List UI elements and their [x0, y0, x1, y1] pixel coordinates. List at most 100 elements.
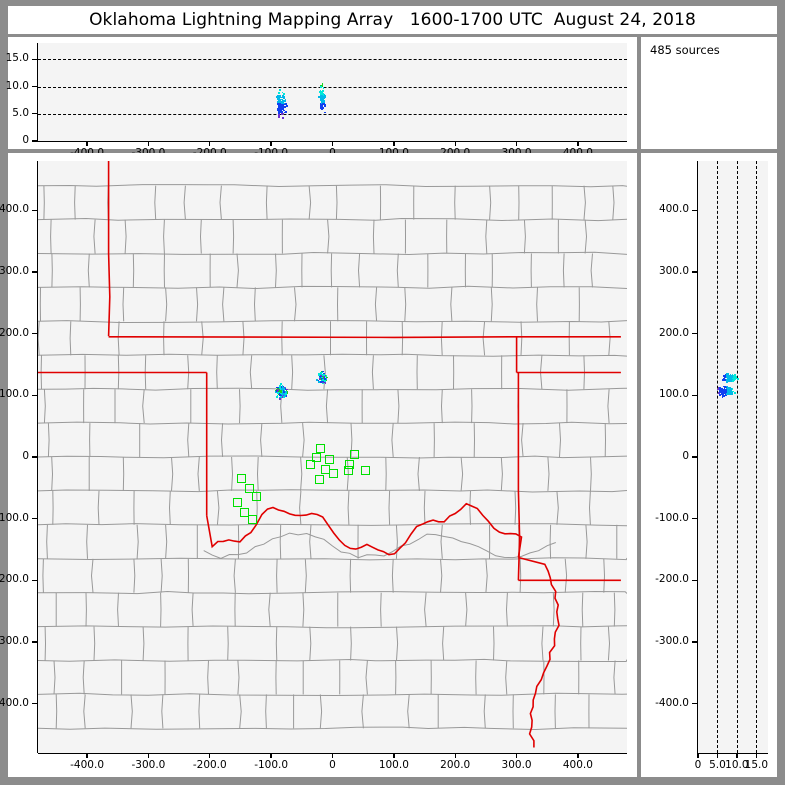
county-boundary [46, 524, 48, 559]
county-boundary [505, 660, 508, 695]
lightning-source-point [278, 92, 280, 95]
lightning-source-point [282, 393, 285, 395]
lightning-source-point [319, 97, 322, 100]
lightning-source-point [321, 99, 324, 101]
county-boundary [191, 592, 194, 627]
y-axis-tick-label: -200.0 [0, 573, 29, 586]
county-boundary [130, 694, 133, 729]
county-boundary [442, 626, 445, 661]
county-boundary [388, 490, 391, 525]
lightning-source-point [727, 375, 730, 377]
lightning-source-point [320, 373, 323, 376]
lightning-source-point [726, 391, 728, 394]
lightning-source-point [731, 376, 734, 379]
y-axis-tick-label: 0 [22, 450, 29, 462]
county-boundary [168, 490, 171, 525]
lightning-source-point [320, 374, 322, 377]
lightning-source-point [285, 393, 287, 396]
lightning-source-point [279, 396, 282, 399]
lightning-source-point [734, 374, 737, 377]
county-boundary [216, 355, 218, 390]
lightning-source-point [320, 98, 322, 101]
lightning-source-point [726, 385, 729, 388]
lightning-source-point [321, 102, 324, 105]
county-boundary [613, 660, 616, 695]
county-boundary [608, 321, 611, 356]
county-boundary [265, 694, 267, 729]
plan-view-map-plot [38, 161, 627, 753]
county-boundary [323, 355, 326, 390]
county-boundary [133, 558, 136, 593]
county-boundary [268, 592, 271, 627]
lightning-source-point [322, 107, 325, 110]
county-boundary [302, 592, 305, 627]
x-axis-tick-label: -400.0 [70, 759, 105, 771]
lightning-source-point [729, 378, 732, 381]
lightning-source-point [321, 85, 323, 88]
x-axis-tick [755, 753, 758, 758]
x-axis-tick-label: 200.0 [440, 759, 471, 771]
lightning-source-point [281, 110, 283, 113]
county-boundary [161, 694, 164, 729]
lightning-source-point [277, 109, 279, 112]
county-boundary [346, 456, 349, 491]
lightning-source-point [320, 104, 323, 106]
lightning-source-point [726, 388, 729, 391]
lightning-source-point [322, 370, 324, 373]
county-boundary [469, 490, 471, 525]
lightning-source-point [280, 386, 283, 388]
lightning-source-point [728, 376, 730, 379]
county-boundary [142, 389, 145, 424]
lightning-source-point [278, 105, 281, 108]
lightning-source-point [286, 105, 288, 107]
y-axis-tick-label: 5.0 [12, 106, 29, 119]
county-boundary [74, 185, 76, 220]
lightning-source-point [320, 102, 323, 105]
county-boundary [38, 489, 627, 493]
lightning-source-point [318, 90, 321, 93]
county-boundary [260, 423, 263, 458]
county-boundary [440, 558, 443, 593]
lightning-source-point [728, 387, 730, 389]
county-boundary [309, 524, 312, 559]
lightning-source-point [719, 391, 721, 393]
lightning-source-point [323, 379, 325, 381]
lightning-source-point [728, 392, 731, 395]
lightning-source-point [278, 103, 281, 105]
lightning-source-point [279, 103, 282, 105]
lightning-source-point [734, 391, 737, 394]
lightning-source-point [725, 389, 727, 392]
county-boundary [51, 456, 54, 491]
y-axis-tick [32, 140, 38, 142]
county-boundary [454, 185, 456, 220]
lma-station-marker [329, 468, 339, 478]
county-boundary [302, 423, 305, 458]
lightning-source-point [323, 101, 326, 103]
lightning-source-point [283, 97, 286, 100]
lightning-source-point [321, 100, 324, 102]
lightning-source-point [319, 378, 322, 380]
lightning-source-point [281, 107, 284, 110]
lightning-source-point [278, 389, 281, 391]
y-axis-tick-label: 300.0 [658, 265, 689, 277]
county-boundary [219, 185, 222, 220]
lightning-source-point [280, 383, 282, 385]
lightning-source-point [324, 380, 326, 383]
lightning-source-point [278, 392, 280, 395]
y-axis-tick [692, 517, 698, 520]
county-boundary [256, 456, 259, 491]
lightning-source-point [324, 382, 327, 384]
county-boundary [380, 592, 382, 627]
county-boundary [514, 490, 517, 525]
north-south-vs-altitude-panel: -400.0 -300.0 -200.0 -100.0 0 100.0 200.0 300.0… [641, 153, 777, 777]
x-axis-tick-label: 100.0 [378, 759, 409, 771]
lightning-source-point [281, 395, 284, 398]
lightning-source-point [324, 374, 327, 377]
county-boundary [584, 219, 588, 254]
county-boundary [122, 287, 125, 322]
county-boundary [590, 253, 593, 288]
county-boundary [50, 219, 52, 254]
lightning-source-point [318, 96, 321, 99]
gridline-horizontal [38, 59, 627, 61]
